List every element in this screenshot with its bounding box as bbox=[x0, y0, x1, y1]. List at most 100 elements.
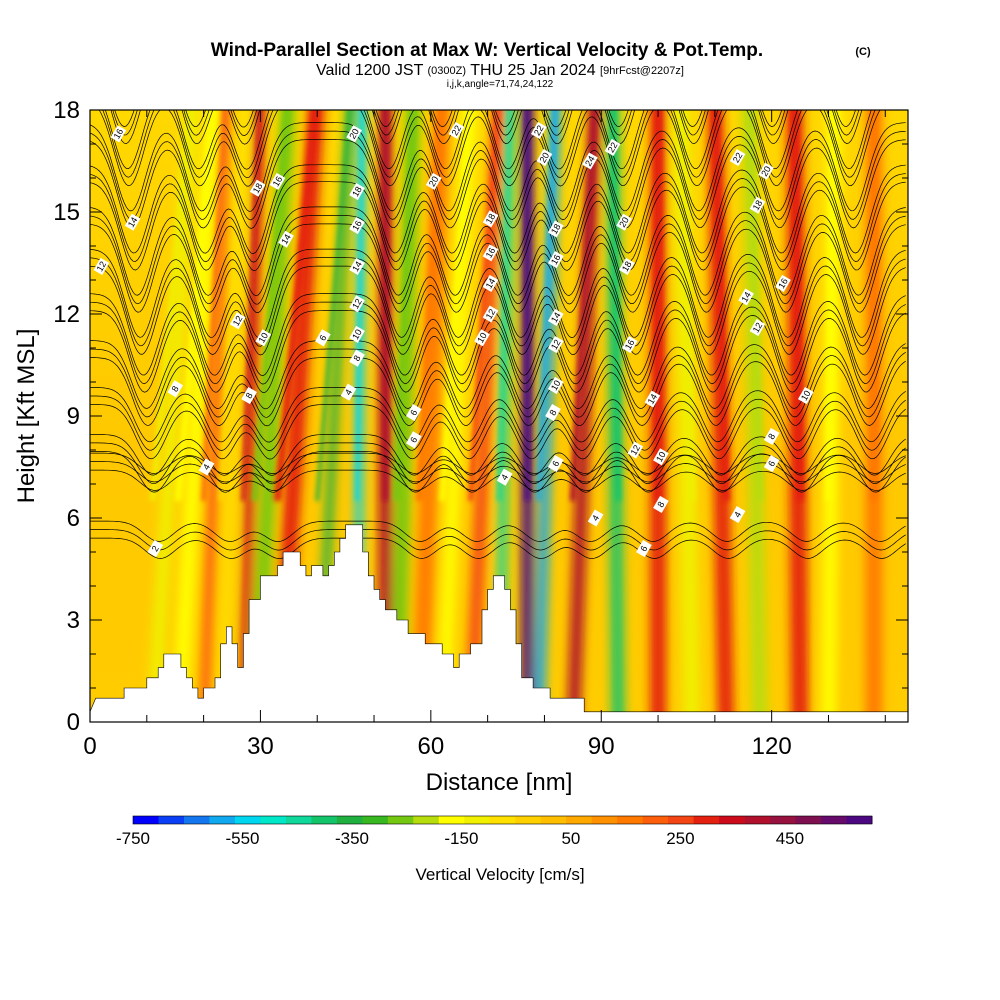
plot-area: 16 14 12 8 4 2 18 16 14 12 10 8 6 4 20 18 16 14 12 10 8 6 6 22 2… bbox=[90, 110, 908, 722]
contour-label-box bbox=[775, 274, 791, 292]
contour-label-box bbox=[482, 244, 499, 262]
contour-label-box bbox=[482, 210, 499, 228]
contour-label-41: 6 bbox=[547, 455, 564, 473]
contour-label-43: 20 bbox=[616, 213, 632, 231]
velocity-band-core-24 bbox=[825, 110, 838, 501]
contour-label-text: 8 bbox=[766, 432, 777, 441]
contour-label-text: 6 bbox=[408, 435, 419, 444]
contour-label-box bbox=[482, 274, 499, 292]
contour-label-50: 6 bbox=[636, 540, 652, 558]
contour-label-text: 22 bbox=[606, 141, 620, 155]
contour-label-box bbox=[110, 125, 127, 143]
contour-label-box bbox=[425, 172, 442, 190]
velocity-band-core-3 bbox=[218, 110, 248, 501]
contour-label-48: 10 bbox=[653, 448, 669, 466]
velocity-band-2 bbox=[199, 110, 231, 722]
colorbar-swatch bbox=[489, 816, 516, 824]
contour-label-12: 6 bbox=[315, 329, 331, 347]
theta-contour-24-0 bbox=[110, 110, 863, 145]
theta-contour-10-0 bbox=[90, 357, 906, 427]
y-tick-label: 18 bbox=[53, 97, 80, 124]
contour-label-text: 10 bbox=[549, 379, 563, 393]
velocity-band-1 bbox=[171, 110, 222, 722]
colorbar-tick-label: 50 bbox=[561, 829, 580, 848]
velocity-band-core-6 bbox=[273, 110, 320, 501]
contour-label-30: 4 bbox=[496, 468, 513, 486]
contour-label-box bbox=[340, 383, 357, 401]
contour-label-box bbox=[349, 257, 365, 275]
contour-label-box bbox=[653, 448, 669, 466]
contour-label-39: 10 bbox=[547, 376, 564, 394]
contour-label-box bbox=[278, 230, 294, 248]
colorbar-swatch bbox=[515, 816, 542, 824]
contour-label-text: 14 bbox=[126, 215, 140, 229]
contour-label-box bbox=[763, 427, 780, 445]
colorbar-swatch bbox=[260, 816, 287, 824]
contour-label-box bbox=[797, 387, 814, 405]
contour-label-box bbox=[405, 431, 422, 449]
theta-contour-12-1 bbox=[90, 301, 906, 385]
colorbar-tick-label: -550 bbox=[225, 829, 259, 848]
theta-contour-16-1 bbox=[90, 215, 906, 305]
contour-label-box bbox=[653, 495, 669, 513]
contour-label-27: 14 bbox=[482, 274, 499, 292]
colorbar-frame bbox=[132, 815, 873, 825]
colorbar: -750 -550 -350 -150 50 250 450 bbox=[116, 815, 873, 848]
contour-label-36: 16 bbox=[547, 251, 564, 269]
contour-label-24: 20 bbox=[425, 172, 442, 190]
colorbar-swatch bbox=[209, 816, 236, 824]
contour-label-box bbox=[749, 196, 766, 214]
contour-label-21: 6 bbox=[405, 404, 422, 422]
velocity-band-core-19 bbox=[654, 110, 662, 501]
theta-contour-22-0 bbox=[98, 110, 881, 187]
theta-contour-2-1 bbox=[90, 529, 906, 551]
contour-label-box bbox=[547, 455, 564, 473]
contour-label-text: 16 bbox=[112, 127, 126, 141]
theta-contour-12-2 bbox=[90, 293, 906, 377]
velocity-band-5 bbox=[248, 110, 296, 722]
theta-contour-10-2 bbox=[90, 340, 906, 410]
colorbar-swatch bbox=[693, 816, 720, 824]
theta-contour-6-0 bbox=[90, 451, 906, 493]
title-copyright-mark: (C) bbox=[855, 46, 871, 58]
contour-label-text: 6 bbox=[550, 459, 561, 468]
colorbar-tick-label: -750 bbox=[116, 829, 150, 848]
contour-label-text: 20 bbox=[427, 175, 441, 189]
colorbar-swatch bbox=[617, 816, 644, 824]
velocity-band-core-18 bbox=[609, 110, 622, 501]
contour-label-25: 18 bbox=[482, 210, 499, 228]
velocity-band-core-17 bbox=[569, 110, 598, 501]
contour-label-text: 8 bbox=[547, 408, 558, 417]
contour-label-28: 12 bbox=[482, 305, 499, 323]
theta-contour-14-1 bbox=[90, 257, 906, 347]
x-tick-label: 120 bbox=[752, 733, 792, 760]
contour-label-box bbox=[349, 183, 365, 201]
contour-label-55: 14 bbox=[738, 288, 754, 306]
velocity-band-12 bbox=[436, 110, 477, 722]
contour-label-14: 20 bbox=[346, 125, 362, 143]
contour-label-box bbox=[448, 121, 465, 139]
contour-label-text: 16 bbox=[484, 246, 498, 260]
contour-label-10: 10 bbox=[255, 329, 272, 347]
x-tick-label: 0 bbox=[83, 733, 96, 760]
contour-label-text: 10 bbox=[799, 389, 813, 403]
colorbar-swatch bbox=[234, 816, 261, 824]
contour-label-box bbox=[474, 329, 490, 347]
contour-label-box bbox=[729, 149, 746, 167]
theta-contour-24-1 bbox=[112, 110, 860, 136]
contour-label-text: 18 bbox=[251, 181, 265, 195]
velocity-band-core-12 bbox=[439, 110, 473, 501]
y-tick-label: 0 bbox=[67, 709, 80, 736]
contour-label-text: 4 bbox=[590, 513, 601, 522]
contour-label-16: 16 bbox=[349, 217, 365, 235]
contour-label-0: 16 bbox=[110, 125, 127, 143]
contour-label-15: 18 bbox=[349, 183, 365, 201]
contour-label-box bbox=[738, 288, 754, 306]
colorbar-swatch bbox=[438, 816, 465, 824]
velocity-band-core-10 bbox=[393, 110, 417, 501]
velocity-band-core-13 bbox=[467, 110, 501, 501]
contour-label-text: 10 bbox=[256, 331, 270, 345]
contour-label-box bbox=[582, 152, 598, 170]
section-parameters: i,j,k,angle=71,74,24,122 bbox=[447, 79, 554, 90]
